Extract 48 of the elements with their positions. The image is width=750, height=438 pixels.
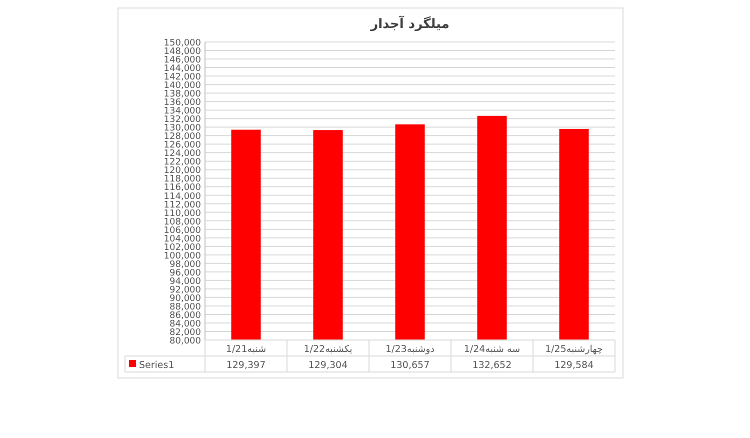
y-tick-label: 140,000 [164, 81, 202, 92]
data-label: 130,657 [390, 360, 430, 371]
y-tick-label: 118,000 [164, 174, 202, 185]
x-tick-label: 1/22یکشنبه [304, 344, 353, 355]
y-tick-label: 92,000 [170, 285, 202, 296]
legend-label: Series1 [139, 360, 174, 371]
x-tick-label: 1/21شنبه [226, 344, 266, 355]
y-tick-label: 126,000 [164, 140, 202, 151]
y-tick-label: 142,000 [164, 72, 202, 83]
y-tick-label: 108,000 [164, 217, 202, 228]
y-tick-label: 100,000 [164, 251, 202, 262]
data-label: 129,397 [226, 360, 266, 371]
y-tick-label: 106,000 [164, 226, 202, 236]
y-tick-label: 146,000 [164, 56, 202, 66]
y-tick-label: 116,000 [164, 183, 202, 194]
data-label: 129,584 [554, 360, 594, 371]
y-tick-label: 120,000 [164, 166, 202, 176]
y-tick-label: 130,000 [164, 124, 202, 134]
x-tick-label: 1/23دوشنبه [386, 344, 434, 355]
y-tick-label: 110,000 [164, 208, 202, 219]
y-tick-label: 114,000 [164, 192, 202, 202]
y-tick-label: 136,000 [164, 98, 202, 108]
y-tick-label: 88,000 [170, 302, 202, 312]
y-tick-label: 144,000 [164, 64, 202, 74]
y-tick-label: 122,000 [164, 158, 202, 168]
y-tick-label: 90,000 [170, 294, 202, 304]
y-tick-label: 102,000 [164, 242, 202, 253]
y-tick-label: 84,000 [170, 319, 202, 330]
y-tick-label: 104,000 [164, 234, 202, 244]
y-tick-label: 82,000 [170, 328, 202, 338]
x-tick-label: 1/25چهارشنبه [545, 344, 604, 355]
y-tick-label: 112,000 [164, 200, 202, 210]
y-tick-label: 132,000 [164, 115, 202, 126]
y-tick-label: 124,000 [164, 149, 202, 160]
y-tick-label: 138,000 [164, 90, 202, 100]
y-tick-label: 134,000 [164, 106, 202, 117]
y-tick-label: 80,000 [170, 336, 202, 346]
x-tick-label: 1/24سه شنبه [464, 344, 520, 355]
chart-title: میلگرد آجدار [370, 15, 450, 32]
y-tick-label: 148,000 [164, 47, 202, 58]
y-tick-label: 94,000 [170, 276, 202, 287]
y-tick-label: 150,000 [164, 38, 202, 48]
data-label: 132,652 [472, 360, 512, 371]
data-label: 129,304 [308, 360, 348, 371]
y-tick-label: 128,000 [164, 132, 202, 142]
y-tick-label: 98,000 [170, 260, 202, 270]
y-tick-label: 96,000 [170, 268, 202, 278]
y-tick-label: 86,000 [170, 310, 202, 321]
